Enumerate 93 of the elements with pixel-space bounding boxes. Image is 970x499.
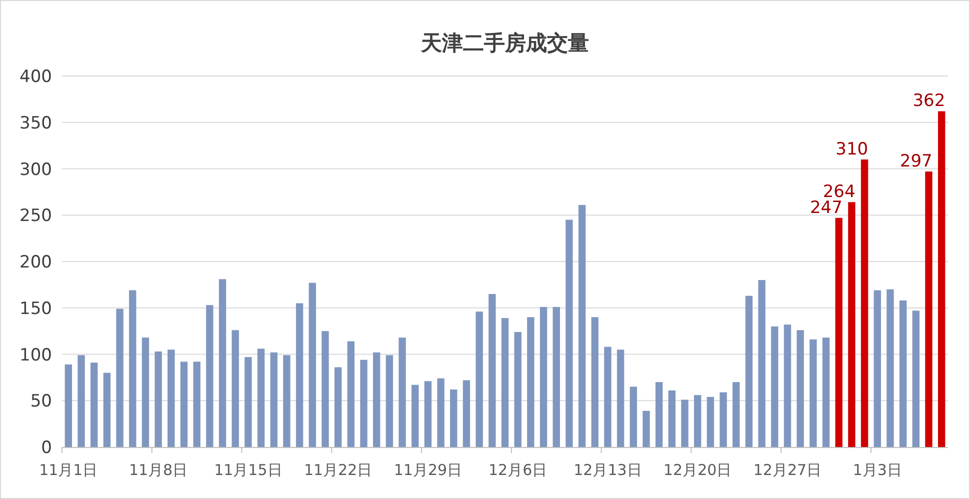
bar	[616, 350, 624, 447]
bar	[655, 382, 663, 447]
bar	[514, 332, 522, 447]
bar	[886, 289, 894, 447]
bar	[501, 318, 509, 447]
bar	[732, 382, 740, 447]
data-label: 247	[810, 198, 842, 218]
bar	[244, 357, 252, 447]
bar	[784, 324, 792, 447]
bar	[129, 290, 136, 447]
bar	[835, 218, 842, 447]
bar	[938, 111, 946, 447]
bar	[745, 296, 753, 447]
bar	[78, 355, 85, 447]
bar	[604, 346, 612, 447]
bar	[90, 362, 98, 447]
x-tick-label: 11月15日	[214, 461, 282, 479]
y-tick-label: 300	[20, 160, 52, 180]
chart-title: 天津二手房成交量	[420, 31, 589, 55]
bar	[270, 352, 278, 447]
bar	[630, 386, 637, 447]
bar	[552, 306, 560, 447]
x-tick-label: 11月8日	[128, 461, 188, 479]
bar	[758, 280, 766, 447]
x-tick-label: 12月6日	[488, 461, 548, 479]
bar	[642, 410, 650, 447]
bar	[373, 352, 380, 447]
bar	[347, 341, 355, 447]
y-tick-label: 250	[20, 206, 52, 226]
x-tick-label: 1月3日	[852, 461, 902, 479]
bar	[154, 351, 162, 447]
bar	[540, 306, 548, 447]
bar	[142, 338, 150, 447]
bar	[116, 308, 124, 447]
x-tick-label: 11月1日	[39, 461, 98, 479]
bar	[694, 395, 702, 447]
y-tick-label: 100	[20, 345, 52, 366]
bar	[424, 381, 432, 447]
bar	[450, 389, 458, 447]
x-tick-label: 11月22日	[304, 461, 372, 479]
bar	[334, 367, 342, 447]
bar	[706, 396, 714, 447]
data-label: 362	[912, 91, 946, 112]
bar	[810, 339, 817, 447]
bar	[283, 355, 290, 447]
y-tick-label: 50	[30, 392, 52, 412]
bar	[899, 300, 907, 447]
bar	[308, 282, 316, 447]
bar	[206, 305, 214, 447]
bar	[822, 338, 830, 447]
data-label: 297	[900, 152, 932, 172]
x-tick-label: 12月13日	[574, 461, 642, 479]
bar	[578, 204, 586, 447]
y-tick-label: 150	[20, 298, 52, 319]
bar	[527, 317, 534, 447]
bar	[566, 220, 573, 447]
bar	[925, 172, 932, 447]
y-tick-label: 400	[20, 67, 52, 87]
bar	[232, 330, 239, 447]
bar	[462, 380, 470, 447]
bar	[398, 338, 406, 447]
y-tick-label: 0	[41, 438, 52, 458]
bar	[437, 378, 444, 447]
bar	[296, 303, 304, 447]
bar	[720, 392, 727, 447]
bar	[912, 310, 920, 447]
bar	[257, 348, 265, 447]
bar	[103, 372, 111, 447]
y-tick-label: 350	[20, 113, 52, 134]
bar	[322, 331, 329, 447]
bar	[771, 326, 778, 447]
bar	[476, 312, 483, 447]
bar	[168, 350, 175, 447]
bar	[193, 362, 200, 447]
x-tick-label: 11月29日	[394, 461, 462, 479]
y-tick-label: 200	[20, 252, 52, 272]
x-tick-label: 12月20日	[664, 461, 732, 479]
bar	[412, 384, 419, 447]
bar	[64, 364, 72, 447]
bar	[360, 360, 368, 447]
bar	[180, 362, 188, 447]
bar	[218, 279, 226, 447]
bar	[681, 400, 688, 447]
bar	[860, 159, 868, 447]
bar	[848, 202, 856, 447]
bar	[591, 317, 598, 447]
bar	[668, 390, 676, 447]
data-label: 310	[836, 139, 868, 160]
bar	[488, 294, 496, 447]
x-tick-label: 12月27日	[753, 461, 822, 479]
bar	[874, 290, 881, 447]
bar	[796, 330, 804, 447]
bar	[386, 355, 394, 447]
